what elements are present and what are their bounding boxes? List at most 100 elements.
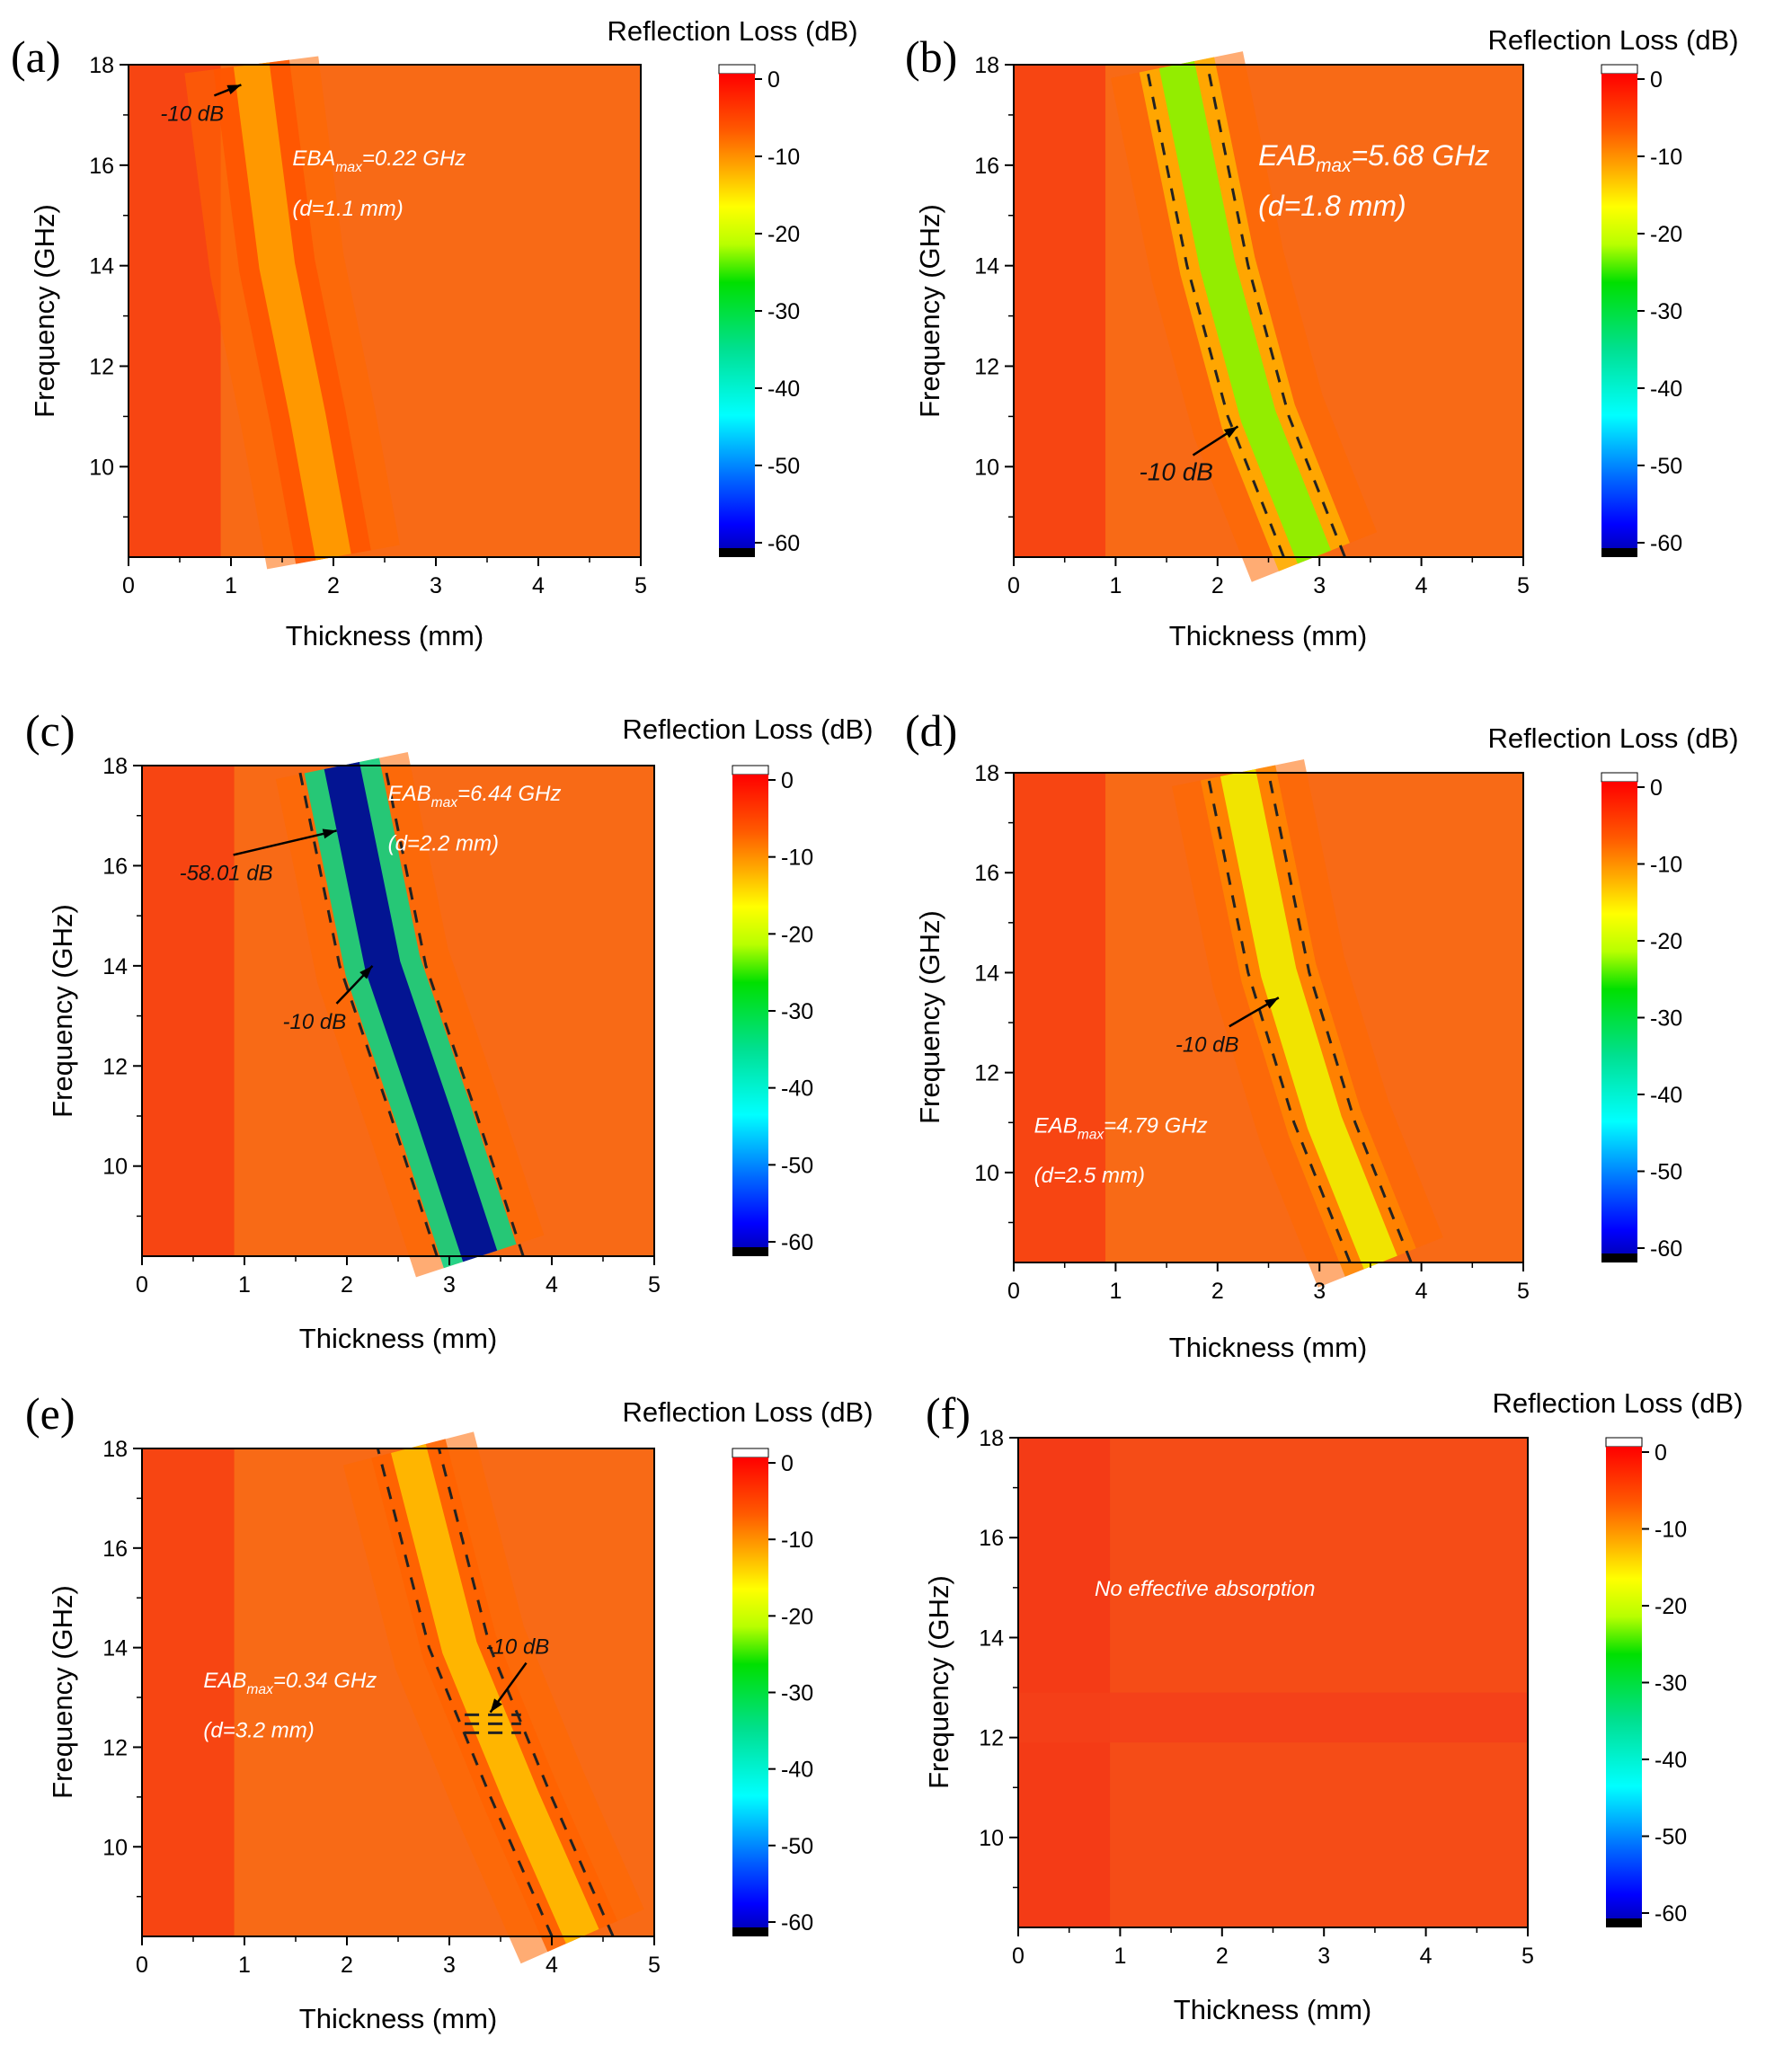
x-tick-label: 5 [648,1272,661,1298]
annotation-eab: EABmax=4.79 GHz [1034,1113,1208,1142]
colorbar-tick-label: -50 [1650,1160,1682,1185]
colorbar-tick-label: -30 [781,1681,813,1706]
x-tick-label: 4 [546,1953,558,1978]
y-tick-label: 16 [974,154,999,179]
colorbar-tick-label: -20 [767,222,800,247]
panel-letter: (b) [905,31,957,82]
absorption-band-core [391,1444,599,1944]
annotation-label: -58.01 dB [180,861,273,885]
colorbar-tick-label: -10 [767,145,800,170]
colorbar-tick-label: -30 [1654,1671,1687,1696]
annotation-arrowhead [226,84,242,95]
contour-10db-left [376,1448,554,1937]
annotation-eab: (d=2.2 mm) [388,832,499,856]
contour-10db-right [383,765,525,1257]
colorbar-tick-label: -50 [1650,454,1682,479]
colorbar-underflow-cap [1601,1253,1637,1262]
annotation-eab: (d=2.5 mm) [1034,1164,1145,1188]
colorbar-tick-label: -40 [781,1076,813,1102]
colorbar-tick-label: -10 [1650,853,1682,878]
annotation-eab-main: EAB [388,782,431,806]
colorbar [732,1457,768,1927]
y-tick-label: 10 [102,1155,128,1180]
annotation-eab-subscript: max [431,795,459,811]
y-axis-title: Frequency (GHz) [914,910,945,1124]
y-axis-title: Frequency (GHz) [923,1575,954,1789]
colorbar-tick-label: -20 [1650,929,1682,954]
x-tick-label: 5 [648,1953,661,1978]
colorbar-tick-label: -40 [781,1758,813,1783]
colorbar-tick-label: -60 [781,1910,813,1936]
colorbar-tick-label: -30 [781,999,813,1024]
colorbar-underflow-cap [732,1247,768,1256]
x-axis-title: Thickness (mm) [1169,620,1367,651]
y-tick-label: 18 [974,761,999,786]
x-tick-label: 4 [532,573,545,598]
x-tick-label: 1 [1109,573,1122,598]
x-tick-label: 4 [546,1272,558,1298]
y-tick-label: 14 [979,1626,1004,1651]
x-tick-label: 5 [1517,573,1530,598]
x-tick-label: 0 [136,1953,148,1978]
x-tick-label: 0 [1012,1944,1025,1969]
annotation-eab: EABmax=6.44 GHz [388,782,562,811]
annotation-eab-main: (d=2.2 mm) [388,832,499,856]
annotation-eab-main: EAB [1034,1113,1078,1138]
colorbar-tick-label: -40 [767,376,800,402]
x-tick-label: 5 [634,573,647,598]
contour-10db-right [437,1448,615,1937]
annotation-arrowhead [1264,997,1279,1009]
x-tick-label: 1 [238,1272,251,1298]
annotation-label: -10 dB [1175,1032,1239,1057]
colorbar-overflow-cap [732,1448,769,1458]
colorbar-underflow-cap [1606,1918,1642,1927]
annotation-arrowhead [322,828,337,839]
colorbar-overflow-cap [718,64,756,75]
colorbar-tick-label: -50 [781,1834,813,1859]
colorbar-tick-label: -60 [781,1230,813,1255]
y-tick-label: 10 [974,455,999,480]
annotation-eab: (d=1.1 mm) [292,197,403,221]
colorbar-tick-label: -30 [1650,1006,1682,1032]
annotation-eab-subscript: max [335,160,363,175]
colorbar-tick-label: 0 [1650,775,1663,801]
colorbar [732,775,768,1247]
colorbar-underflow-cap [719,548,755,557]
y-tick-label: 12 [974,355,999,380]
x-tick-label: 2 [341,1272,353,1298]
y-tick-label: 10 [979,1826,1004,1851]
annotation-eab-main: (d=2.5 mm) [1034,1164,1145,1188]
annotation-eab-main: (d=1.8 mm) [1258,190,1406,222]
heatmap-low-thickness-region [1014,65,1106,557]
annotation-label: No effective absorption [1095,1577,1315,1601]
colorbar-overflow-cap [1601,772,1638,783]
annotation-eab-main: (d=3.2 mm) [203,1718,314,1742]
annotation-eab-main: EAB [203,1669,246,1693]
y-tick-label: 14 [974,254,999,279]
x-tick-label: 1 [225,573,237,598]
x-tick-label: 2 [1216,1944,1229,1969]
annotation-eab-subscript: max [246,1682,274,1697]
x-tick-label: 3 [1313,1279,1326,1304]
colorbar-tick-label: -30 [1650,299,1682,324]
panel-letter: (e) [25,1388,75,1439]
y-tick-label: 12 [89,355,114,380]
x-tick-label: 2 [1211,1279,1224,1304]
colorbar [719,74,755,548]
colorbar-title: Reflection Loss (dB) [607,15,857,47]
colorbar-tick-label: -10 [1654,1518,1687,1543]
colorbar-tick-label: -60 [1650,1236,1682,1262]
colorbar-tick-label: 0 [781,1451,794,1476]
y-axis-title: Frequency (GHz) [29,204,60,418]
y-axis-title: Frequency (GHz) [914,204,945,418]
y-axis-title: Frequency (GHz) [47,1585,78,1799]
x-tick-label: 3 [443,1272,456,1298]
colorbar-tick-label: -20 [1654,1594,1687,1619]
annotation-eab-value: =6.44 GHz [457,782,561,806]
